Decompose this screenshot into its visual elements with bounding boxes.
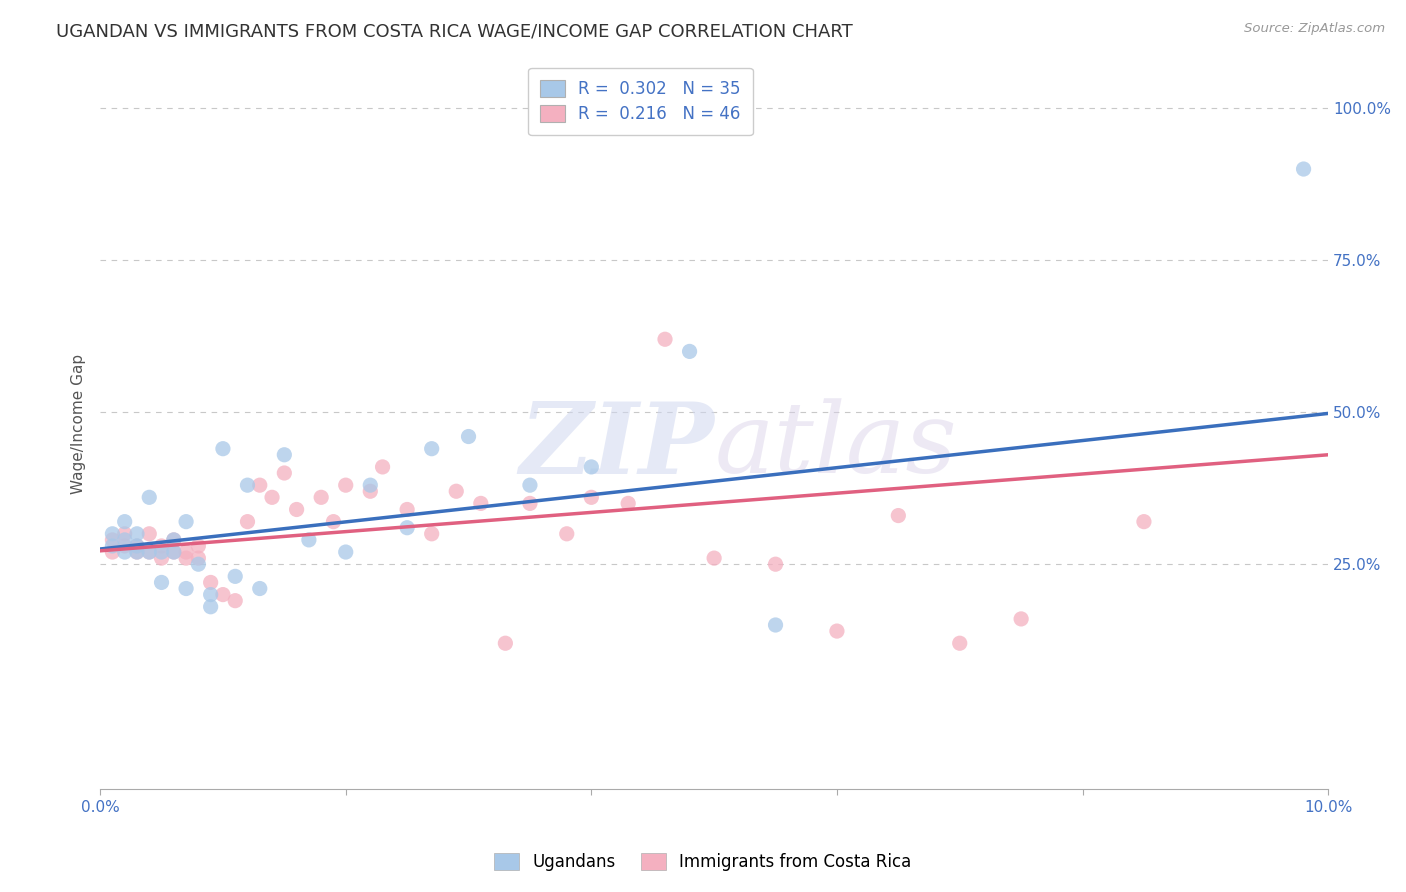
Point (581, 491, 603, 505)
Point (174, 515, 197, 529)
Point (335, 478, 357, 492)
Point (200, 588, 222, 602)
Point (273, 448, 295, 462)
Point (249, 582, 271, 596)
Point (581, 459, 603, 474)
Text: ZIP: ZIP (519, 398, 714, 494)
Point (949, 636, 972, 650)
Point (163, 545, 186, 559)
Point (224, 569, 246, 583)
Point (224, 593, 246, 607)
Point (150, 575, 173, 590)
Point (125, 545, 148, 559)
Point (555, 526, 578, 541)
Point (187, 558, 209, 572)
Point (494, 636, 516, 650)
Point (212, 588, 235, 602)
Point (138, 545, 160, 559)
Text: Source: ZipAtlas.com: Source: ZipAtlas.com (1244, 22, 1385, 36)
Point (1133, 515, 1156, 529)
Point (1292, 161, 1315, 176)
Point (1010, 612, 1032, 626)
Point (138, 545, 160, 559)
Point (420, 526, 443, 541)
Point (260, 491, 283, 505)
Point (125, 539, 148, 553)
Point (200, 599, 222, 614)
Point (163, 545, 186, 559)
Point (236, 478, 259, 492)
Point (163, 533, 186, 547)
Text: UGANDAN VS IMMIGRANTS FROM COSTA RICA WAGE/INCOME GAP CORRELATION CHART: UGANDAN VS IMMIGRANTS FROM COSTA RICA WA… (56, 22, 853, 40)
Point (335, 545, 357, 559)
Point (174, 582, 197, 596)
Point (200, 575, 222, 590)
Point (187, 539, 209, 553)
Point (125, 545, 148, 559)
Point (298, 533, 321, 547)
Point (309, 491, 332, 505)
Point (114, 515, 136, 529)
Point (887, 508, 910, 523)
Point (273, 466, 295, 480)
Point (101, 545, 124, 559)
Point (825, 624, 848, 638)
Point (359, 478, 381, 492)
Legend: R =  0.302   N = 35, R =  0.216   N = 46: R = 0.302 N = 35, R = 0.216 N = 46 (529, 68, 752, 135)
Point (125, 539, 148, 553)
Point (138, 491, 160, 505)
Point (150, 539, 173, 553)
Point (101, 539, 124, 553)
Point (703, 551, 725, 566)
Point (396, 521, 419, 535)
Point (249, 478, 271, 492)
Point (236, 515, 259, 529)
Point (446, 484, 468, 499)
Point (101, 526, 124, 541)
Point (396, 502, 419, 516)
Point (163, 533, 186, 547)
Point (765, 558, 787, 572)
Point (470, 496, 492, 510)
Point (114, 545, 136, 559)
Point (150, 551, 173, 566)
Point (174, 545, 197, 559)
Point (187, 551, 209, 566)
Point (285, 502, 308, 516)
Point (138, 526, 160, 541)
Point (322, 515, 344, 529)
Point (519, 478, 541, 492)
Point (114, 533, 136, 547)
Point (114, 539, 136, 553)
Text: atlas: atlas (714, 399, 957, 494)
Point (519, 496, 541, 510)
Point (654, 332, 676, 346)
Point (420, 442, 443, 456)
Point (212, 442, 235, 456)
Point (359, 484, 381, 499)
Point (174, 551, 197, 566)
Legend: Ugandans, Immigrants from Costa Rica: Ugandans, Immigrants from Costa Rica (486, 845, 920, 880)
Point (150, 545, 173, 559)
Point (371, 459, 394, 474)
Point (457, 429, 479, 443)
Point (125, 526, 148, 541)
Point (617, 496, 640, 510)
Point (678, 344, 700, 359)
Y-axis label: Wage/Income Gap: Wage/Income Gap (72, 354, 86, 494)
Point (101, 533, 124, 547)
Point (114, 526, 136, 541)
Point (765, 618, 787, 632)
